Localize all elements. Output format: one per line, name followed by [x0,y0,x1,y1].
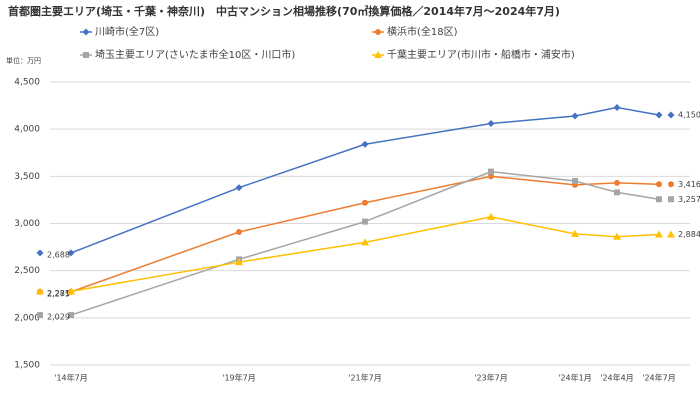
x-tick-label: '24年1月 [558,373,591,383]
data-point [488,168,494,175]
x-tick-label: '23年7月 [474,373,507,383]
y-tick-label: 3,000 [14,219,40,229]
legend-label: 千葉主要エリア(市川市・船橋市・浦安市) [387,48,575,61]
data-label: 2,281 [47,289,70,298]
x-tick-label: '24年4月 [600,373,633,383]
legend-label: 埼玉主要エリア(さいたま市全10区・川口市) [95,48,295,61]
legend-marker [83,52,89,58]
data-point [656,181,662,188]
line-segment [490,175,576,186]
data-point [67,249,75,257]
line-segment [574,233,618,238]
data-point [655,230,663,238]
y-tick-label: 2,000 [14,313,40,323]
y-tick-label: 2,500 [14,266,40,276]
data-point [487,212,495,220]
y-unit: 単位：万円 [6,56,41,65]
data-point [487,120,495,128]
data-point [235,258,243,266]
data-point [361,140,369,148]
y-tick-label: 3,500 [14,172,40,182]
data-label: 2,688 [47,250,70,259]
data-label: 3,257 [678,195,700,204]
line-segment [238,143,366,189]
x-tick-label: '14年7月 [54,373,87,383]
label-marker [36,249,44,257]
label-marker [667,230,675,238]
data-point [236,228,242,235]
data-point [67,287,75,295]
data-point [656,196,662,203]
label-marker [36,287,44,295]
legend-label: 横浜市(全18区) [387,25,458,38]
data-point [362,199,368,206]
line-segment [574,182,618,186]
x-tick-label: '21年7月 [348,373,381,383]
data-point [235,184,243,192]
line-segment [616,106,660,116]
data-label: 3,416 [678,180,700,189]
line-segment [70,231,240,293]
data-point [613,103,621,111]
data-point [488,173,494,180]
line-segment [238,202,366,233]
data-point [655,111,663,119]
y-tick-label: 4,000 [14,125,40,135]
line-segment [70,258,240,316]
label-marker [667,111,675,119]
legend-marker [82,28,90,36]
label-marker [668,181,674,188]
line-segment [574,106,618,117]
data-point [362,218,368,225]
y-tick-label: 1,500 [14,361,40,371]
data-label: 2,884 [678,230,700,239]
legend-label: 川崎市(全7区) [95,25,159,38]
line-segment [490,170,576,182]
data-point [614,179,620,186]
line-segment [238,241,366,263]
line-segment [364,122,492,146]
data-point [613,232,621,240]
line-segment [490,216,576,235]
line-segment [70,261,240,293]
data-point [571,229,579,237]
line-segment [364,175,492,204]
data-point [571,112,579,120]
legend-marker [375,29,381,35]
data-point [361,238,369,246]
label-marker [668,196,674,203]
data-point [68,312,74,319]
data-point [572,178,578,185]
x-tick-label: '19年7月 [222,373,255,383]
legend-marker [374,51,382,58]
data-label: 4,150 [678,111,700,120]
line-segment [364,216,492,244]
data-label: 2,275 [47,289,70,298]
line-segment [238,220,366,261]
line-segment [490,115,576,125]
line-segment [574,180,618,194]
line-segment [616,233,660,238]
line-segment [616,182,660,186]
chart-title: 首都圏主要エリア(埼玉・千葉・神奈川) 中古マンション相場推移(70㎡換算価格／… [8,4,560,18]
data-label: 2,029 [47,313,70,322]
line-segment [616,191,660,200]
x-tick-label: '24年7月 [642,373,675,383]
label-marker [37,312,43,319]
line-segment [364,170,492,223]
line-segment [70,186,240,254]
data-point [614,189,620,196]
y-tick-label: 4,500 [14,78,40,88]
